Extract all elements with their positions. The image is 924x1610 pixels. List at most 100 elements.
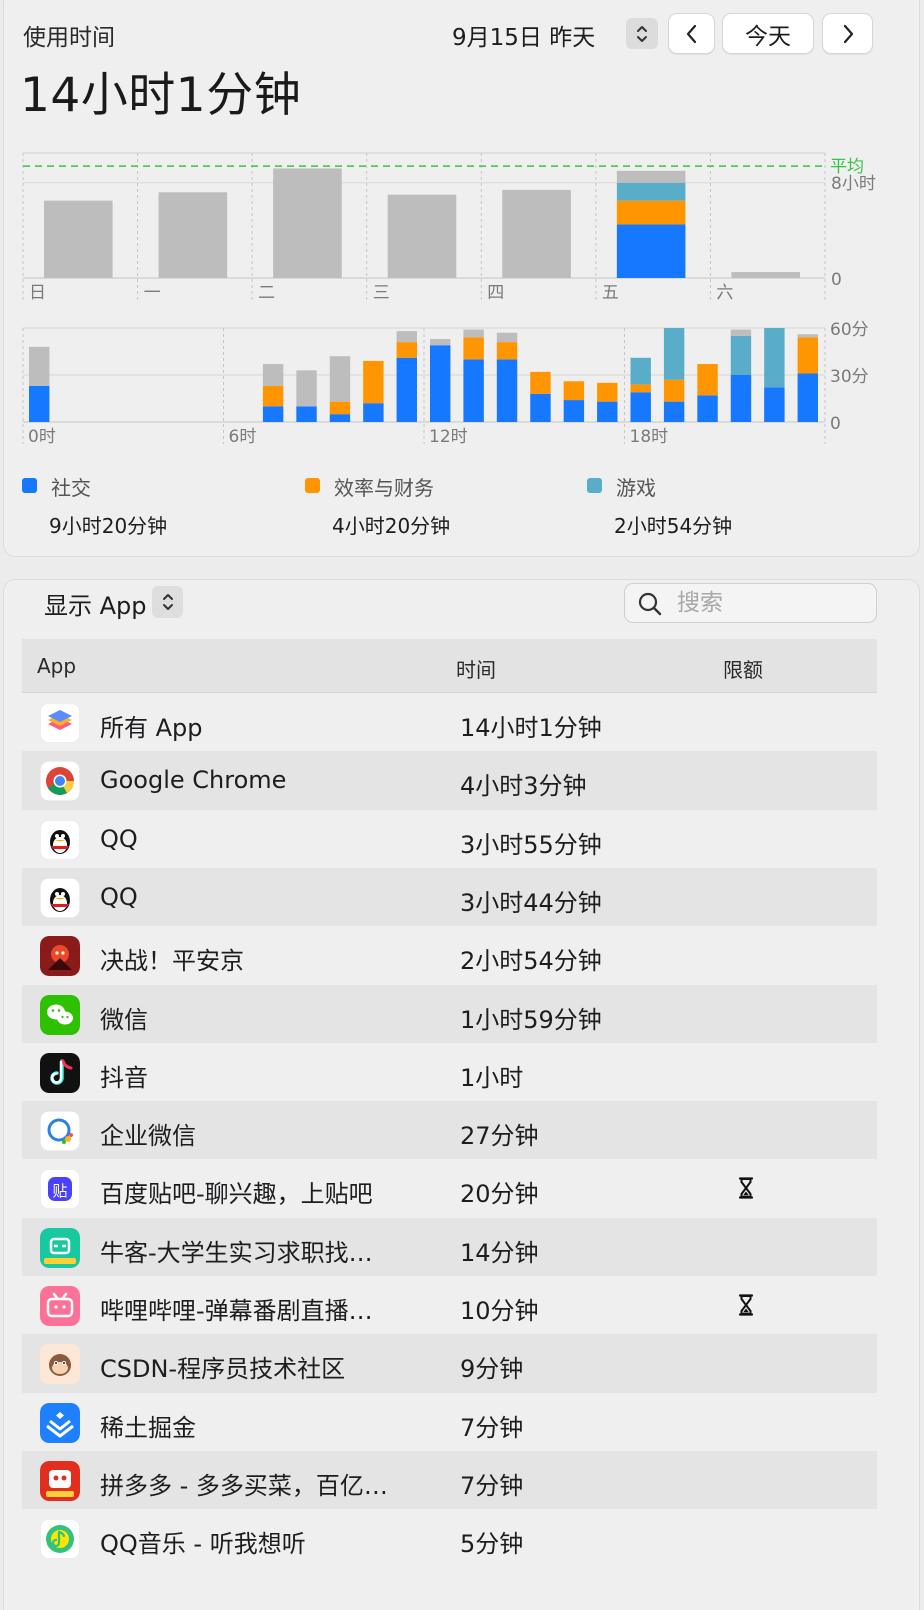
hourly-bar-segment[interactable]: [363, 403, 384, 422]
hourly-bar-segment[interactable]: [663, 401, 685, 422]
hourly-bar-segment[interactable]: [396, 357, 417, 422]
hourly-bar-segment[interactable]: [697, 395, 718, 422]
hourly-bar-segment[interactable]: [530, 371, 551, 394]
app-row[interactable]: 牛客-大学生实习求职找… 14分钟: [22, 1217, 877, 1276]
hourly-bar-segment[interactable]: [329, 356, 351, 402]
hourly-bar-segment[interactable]: [630, 384, 651, 393]
hourly-bar-segment[interactable]: [563, 381, 585, 401]
total-usage-time: 14小时1分钟: [20, 68, 302, 123]
column-header-limit[interactable]: 限额: [723, 658, 763, 682]
legend-category-name: 社交: [51, 476, 91, 500]
weekly-bar-segment[interactable]: [44, 200, 113, 278]
hourly-bar-segment[interactable]: [463, 337, 484, 360]
hourly-bar-segment[interactable]: [730, 329, 752, 336]
app-name: QQ音乐 - 听我想听: [100, 1530, 306, 1559]
hourly-bar-segment[interactable]: [630, 357, 651, 385]
hourly-bar-segment[interactable]: [764, 387, 785, 422]
search-input[interactable]: [677, 590, 867, 616]
weekly-bar-segment[interactable]: [273, 168, 342, 278]
app-usage-time: 7分钟: [460, 1471, 524, 1500]
app-row[interactable]: 抖音 1小时: [22, 1043, 877, 1101]
app-name: 微信: [100, 1005, 148, 1034]
hourly-bar-segment[interactable]: [396, 331, 417, 343]
hourly-bar-segment[interactable]: [296, 370, 317, 407]
next-day-button[interactable]: [822, 13, 873, 54]
hourly-bar-segment[interactable]: [463, 329, 484, 338]
hourly-bar-segment[interactable]: [396, 342, 417, 358]
weekday-label: 四: [487, 283, 504, 303]
weekly-bar-segment[interactable]: [616, 200, 686, 225]
legend-swatch: [305, 478, 320, 493]
weekly-bar-segment[interactable]: [158, 192, 228, 278]
weekly-bar-segment[interactable]: [731, 272, 800, 278]
hourly-bar-segment[interactable]: [262, 364, 284, 386]
hourly-bar-segment[interactable]: [29, 385, 50, 422]
chevron-right-icon: [843, 24, 853, 43]
app-row[interactable]: 决战！平安京 2小时54分钟: [22, 926, 877, 984]
app-row[interactable]: 哔哩哔哩-弹幕番剧直播… 10分钟: [22, 1276, 877, 1334]
hourly-bar-segment[interactable]: [262, 406, 284, 422]
usage-label: 使用时间: [23, 25, 115, 51]
app-row[interactable]: 稀土掘金 7分钟: [22, 1393, 877, 1451]
search-field[interactable]: [624, 583, 877, 623]
app-row[interactable]: 企业微信 27分钟: [22, 1101, 877, 1160]
app-usage-time: 2小时54分钟: [460, 947, 602, 976]
hourly-bar-segment[interactable]: [663, 328, 685, 380]
hourly-bar-segment[interactable]: [29, 346, 50, 386]
hourly-bar-segment[interactable]: [797, 334, 818, 338]
app-row[interactable]: 所有 App 14小时1分钟: [22, 693, 877, 751]
show-app-label: 显示 App: [44, 592, 147, 620]
y-tick-label: 0: [831, 270, 842, 290]
legend-category-time: 2小时54分钟: [614, 514, 733, 538]
hourly-bar-segment[interactable]: [530, 393, 551, 422]
hourly-bar-segment[interactable]: [597, 401, 618, 422]
qq-icon: [40, 819, 80, 860]
hourly-bar-segment[interactable]: [262, 385, 284, 407]
hourly-bar-segment[interactable]: [663, 379, 685, 402]
hourly-bar-segment[interactable]: [329, 401, 351, 415]
column-header-app[interactable]: App: [37, 654, 77, 678]
hourly-bar-segment[interactable]: [430, 338, 451, 346]
hourly-bar-segment[interactable]: [496, 342, 518, 360]
app-row[interactable]: 贴 百度贴吧-聊兴趣，上贴吧 20分钟: [22, 1159, 877, 1217]
hourly-bar-segment[interactable]: [430, 345, 451, 422]
app-row[interactable]: Google Chrome 4小时3分钟: [22, 751, 877, 810]
hourly-bar-segment[interactable]: [329, 414, 351, 422]
hourly-bar-segment[interactable]: [296, 406, 317, 422]
hourly-bar-segment[interactable]: [496, 359, 518, 422]
hourly-bar-segment[interactable]: [764, 328, 785, 388]
app-row[interactable]: QQ 3小时44分钟: [22, 867, 877, 927]
app-name: QQ: [100, 882, 138, 911]
column-header-time[interactable]: 时间: [456, 658, 496, 682]
hourly-bar-segment[interactable]: [730, 335, 752, 375]
hourly-bar-segment[interactable]: [463, 359, 484, 422]
weekly-bar-segment[interactable]: [616, 182, 686, 201]
hourly-bar-segment[interactable]: [730, 375, 752, 422]
app-row[interactable]: CSDN-程序员技术社区 9分钟: [22, 1334, 877, 1393]
app-row[interactable]: 微信 1小时59分钟: [22, 984, 877, 1043]
app-row[interactable]: QQ音乐 - 听我想听 5分钟: [22, 1509, 877, 1567]
hourly-bar-segment[interactable]: [363, 360, 384, 404]
weekday-label: 五: [602, 283, 619, 303]
qqmusic-icon: [40, 1519, 80, 1560]
hourly-bar-segment[interactable]: [597, 382, 618, 402]
date-stepper[interactable]: [626, 18, 658, 49]
hourly-bar-segment[interactable]: [563, 400, 585, 422]
weekly-bar-segment[interactable]: [387, 194, 457, 278]
hourly-bar-segment[interactable]: [697, 364, 718, 396]
previous-day-button[interactable]: [668, 13, 715, 54]
app-usage-time: 1小时59分钟: [460, 1005, 602, 1034]
hourly-bar-segment[interactable]: [630, 392, 651, 422]
hourly-bar-segment[interactable]: [496, 332, 518, 343]
today-button[interactable]: 今天: [722, 13, 814, 54]
app-row[interactable]: QQ 3小时55分钟: [22, 810, 877, 868]
show-app-selector[interactable]: [152, 586, 183, 618]
hourly-bar-segment[interactable]: [797, 373, 818, 422]
app-row[interactable]: 拼多多 - 多多买菜，百亿… 7分钟: [22, 1450, 877, 1510]
weekly-bar-segment[interactable]: [502, 189, 571, 278]
y-tick-label: 0: [830, 414, 841, 434]
app-name: 牛客-大学生实习求职找…: [100, 1238, 373, 1267]
hourly-bar-segment[interactable]: [797, 337, 818, 374]
weekly-bar-segment[interactable]: [616, 224, 686, 278]
weekly-bar-segment[interactable]: [616, 170, 686, 183]
